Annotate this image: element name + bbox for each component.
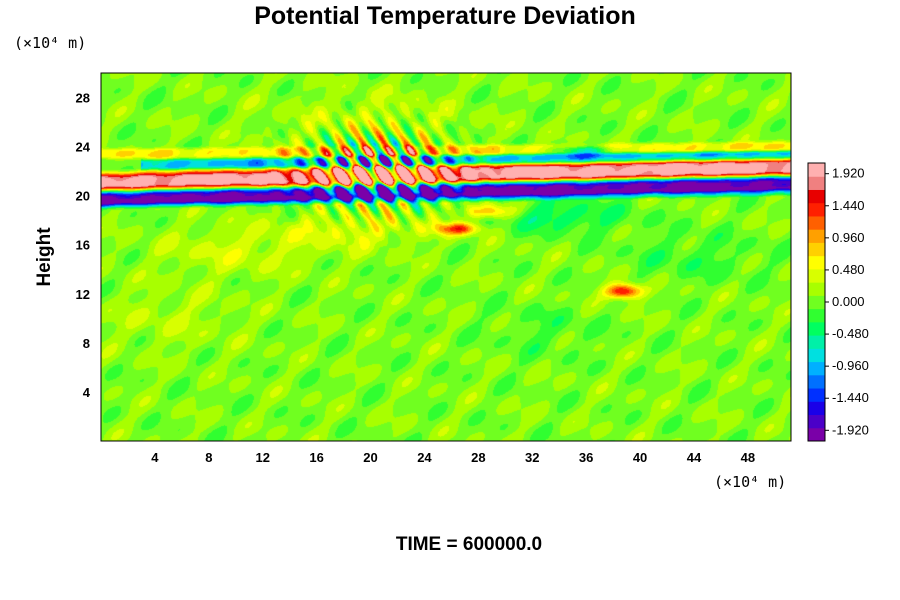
colorbar-tick-label: 0.960 (832, 230, 865, 245)
colorbar-swatch (808, 401, 825, 416)
colorbar-swatch (808, 242, 825, 257)
colorbar-swatch (808, 321, 825, 336)
colorbar-tick-label: -1.440 (832, 390, 869, 405)
colorbar-swatch (808, 295, 825, 310)
colorbar-swatch (808, 388, 825, 402)
chart-title: Potential Temperature Deviation (254, 2, 636, 30)
colorbar: 1.920 1.440 0.960 0.480 0.000 -0.480 -0.960 -1.… (807, 162, 869, 442)
x-tick-label: 36 (579, 450, 593, 465)
x-tick-label: 48 (741, 450, 755, 465)
time-label: TIME = 600000.0 (396, 534, 542, 555)
x-tick-label: 8 (205, 450, 212, 465)
colorbar-swatch (808, 229, 825, 243)
colorbar-swatch (808, 176, 825, 190)
colorbar-swatch (808, 282, 825, 296)
heatmap-field (101, 73, 791, 441)
colorbar-tick-label: 0.480 (832, 262, 865, 277)
colorbar-segments (808, 163, 825, 442)
colorbar-tick-label: -0.960 (832, 358, 869, 373)
colorbar-tick-label: 1.440 (832, 198, 865, 213)
colorbar-tick-label: 0.000 (832, 294, 865, 309)
plot-frame (100, 72, 792, 442)
x-tick-label: 32 (525, 450, 539, 465)
x-axis-ticks: 4 8 12 16 20 24 28 32 36 40 44 48 (151, 450, 755, 465)
colorbar-tick-label: 1.920 (832, 166, 865, 181)
colorbar-swatch (808, 335, 825, 349)
y-axis-unit: (×10⁴ m) (14, 34, 86, 52)
colorbar-swatch (808, 308, 825, 323)
x-tick-label: 40 (633, 450, 647, 465)
colorbar-swatch (808, 202, 825, 217)
x-tick-label: 16 (309, 450, 323, 465)
colorbar-swatch (808, 215, 825, 230)
colorbar-swatch (808, 414, 825, 429)
colorbar-swatch (808, 189, 825, 204)
y-axis-label: Height (34, 227, 55, 287)
plot-area (100, 72, 792, 442)
y-tick-label: 16 (76, 238, 90, 253)
x-tick-label: 12 (255, 450, 269, 465)
y-tick-label: 20 (76, 189, 90, 204)
colorbar-swatch (808, 374, 825, 389)
y-tick-label: 28 (76, 91, 90, 106)
y-tick-label: 12 (76, 287, 90, 302)
x-tick-label: 28 (471, 450, 485, 465)
colorbar-swatch (808, 163, 825, 177)
colorbar-ticks: 1.920 1.440 0.960 0.480 0.000 -0.480 -0.960 -1.… (825, 166, 869, 437)
colorbar-swatch (808, 348, 825, 363)
colorbar-swatch (808, 268, 825, 283)
y-tick-label: 4 (83, 385, 91, 400)
y-axis-ticks: 4 8 12 16 20 24 28 (76, 91, 91, 400)
x-tick-label: 4 (151, 450, 159, 465)
x-tick-label: 44 (687, 450, 702, 465)
x-axis-unit: (×10⁴ m) (714, 473, 786, 491)
colorbar-swatch (808, 255, 825, 270)
x-tick-label: 20 (363, 450, 377, 465)
y-tick-label: 8 (83, 336, 90, 351)
colorbar-swatch (808, 427, 825, 442)
colorbar-tick-label: -0.480 (832, 326, 869, 341)
y-tick-label: 24 (76, 140, 91, 155)
x-tick-label: 24 (417, 450, 432, 465)
colorbar-tick-label: -1.920 (832, 422, 869, 437)
colorbar-swatch (808, 361, 825, 376)
